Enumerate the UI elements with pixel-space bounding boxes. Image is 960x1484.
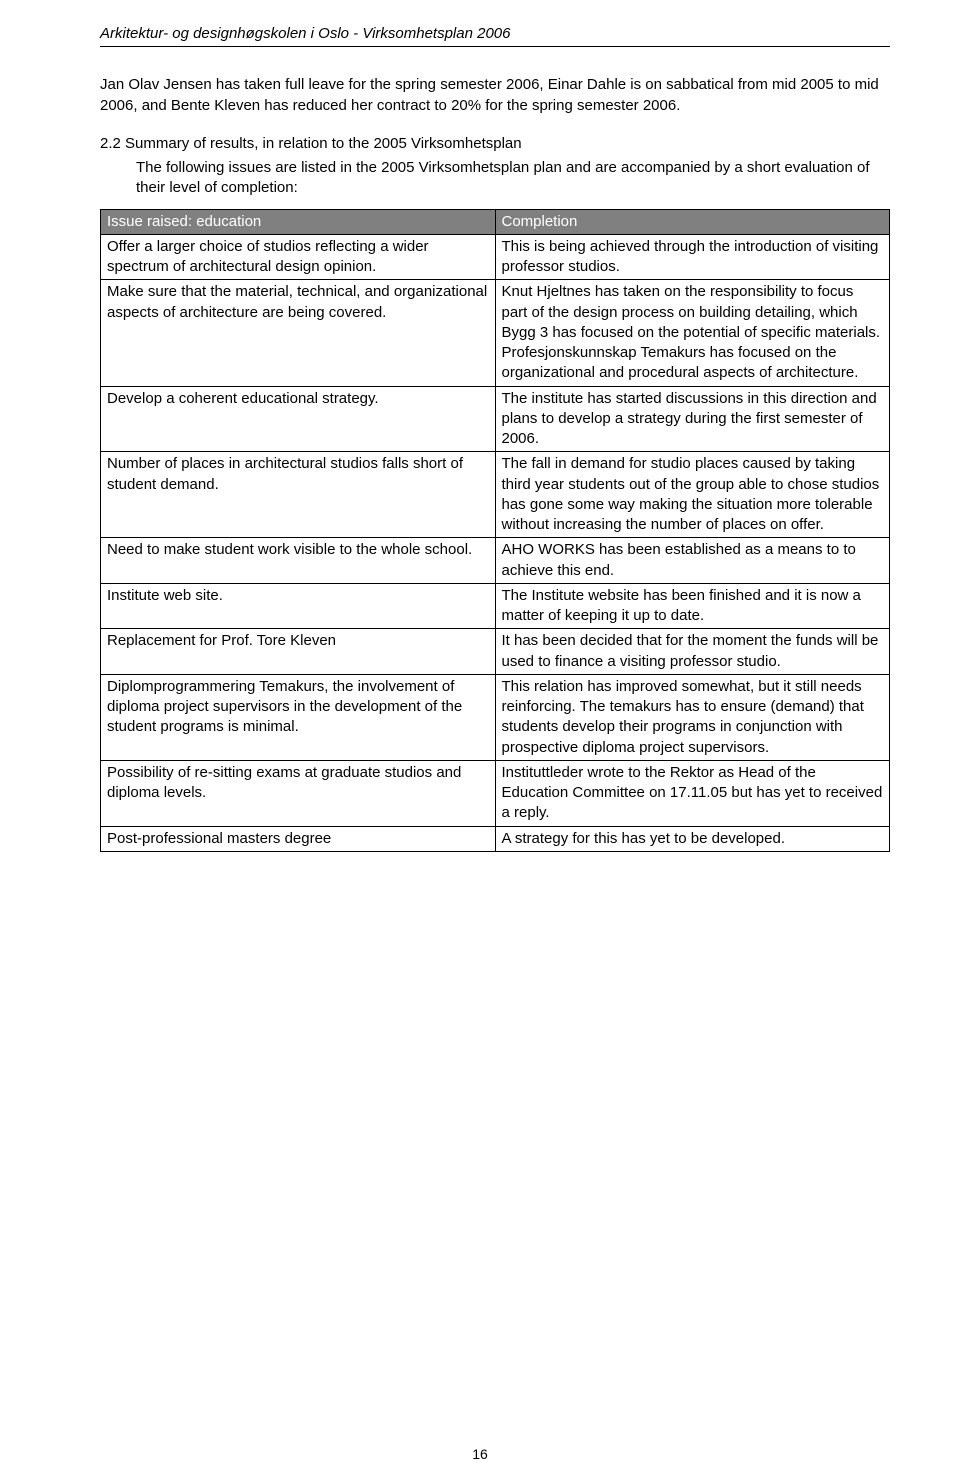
completion-cell: It has been decided that for the moment … <box>495 629 890 675</box>
issue-cell: Institute web site. <box>101 583 496 629</box>
table-header-right: Completion <box>495 209 890 234</box>
completion-cell: The institute has started discussions in… <box>495 386 890 452</box>
issue-cell: Develop a coherent educational strategy. <box>101 386 496 452</box>
completion-cell: A strategy for this has yet to be develo… <box>495 826 890 851</box>
table-row: Make sure that the material, technical, … <box>101 280 890 386</box>
section-body: The following issues are listed in the 2… <box>136 158 890 199</box>
table-row: Post-professional masters degreeA strate… <box>101 826 890 851</box>
table-row: Number of places in architectural studio… <box>101 452 890 538</box>
table-row: Replacement for Prof. Tore KlevenIt has … <box>101 629 890 675</box>
table-row: Offer a larger choice of studios reflect… <box>101 234 890 280</box>
intro-paragraph: Jan Olav Jensen has taken full leave for… <box>100 75 890 116</box>
issue-cell: Make sure that the material, technical, … <box>101 280 496 386</box>
table-header-left: Issue raised: education <box>101 209 496 234</box>
page-header: Arkitektur- og designhøgskolen i Oslo - … <box>100 24 890 47</box>
issue-cell: Diplomprogrammering Temakurs, the involv… <box>101 674 496 760</box>
table-row: Possibility of re-sitting exams at gradu… <box>101 760 890 826</box>
issue-cell: Number of places in architectural studio… <box>101 452 496 538</box>
table-row: Develop a coherent educational strategy.… <box>101 386 890 452</box>
table-row: Diplomprogrammering Temakurs, the involv… <box>101 674 890 760</box>
issues-table: Issue raised: education Completion Offer… <box>100 209 890 852</box>
completion-cell: This is being achieved through the intro… <box>495 234 890 280</box>
issue-cell: Possibility of re-sitting exams at gradu… <box>101 760 496 826</box>
completion-cell: Knut Hjeltnes has taken on the responsib… <box>495 280 890 386</box>
issue-cell: Need to make student work visible to the… <box>101 538 496 584</box>
section-title: 2.2 Summary of results, in relation to t… <box>100 134 890 154</box>
table-row: Institute web site.The Institute website… <box>101 583 890 629</box>
completion-cell: AHO WORKS has been established as a mean… <box>495 538 890 584</box>
completion-cell: The Institute website has been finished … <box>495 583 890 629</box>
completion-cell: This relation has improved somewhat, but… <box>495 674 890 760</box>
page-number: 16 <box>472 1445 488 1464</box>
issue-cell: Post-professional masters degree <box>101 826 496 851</box>
completion-cell: Instituttleder wrote to the Rektor as He… <box>495 760 890 826</box>
issue-cell: Offer a larger choice of studios reflect… <box>101 234 496 280</box>
issue-cell: Replacement for Prof. Tore Kleven <box>101 629 496 675</box>
table-row: Need to make student work visible to the… <box>101 538 890 584</box>
completion-cell: The fall in demand for studio places cau… <box>495 452 890 538</box>
